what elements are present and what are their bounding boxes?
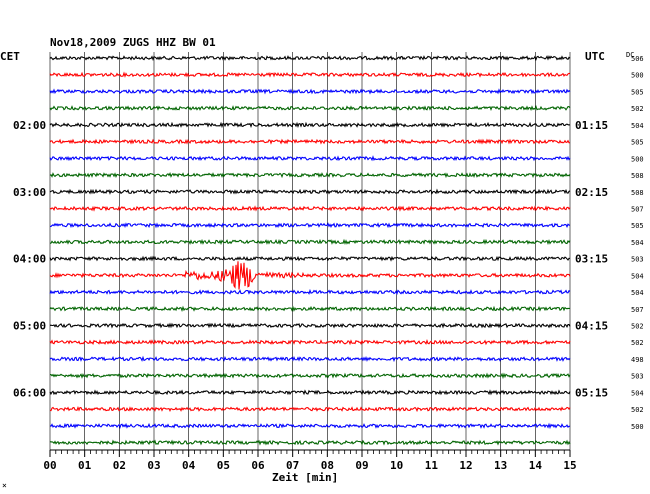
x-axis: 00 01 02 03 04 05 06 07 08 09 10 11 12 13 14 15 xyxy=(43,450,576,472)
dc-offset-value: 504 xyxy=(631,272,644,280)
x-tick-label: 05 xyxy=(217,459,230,472)
dc-offset-value: 502 xyxy=(631,323,644,331)
dc-offset-value: 500 xyxy=(631,155,644,163)
dc-offset-value: 504 xyxy=(631,239,644,247)
dc-offset-column: 506 500 505 502 504 505 500 508 508 507 505 504 503 5… xyxy=(631,55,644,431)
trace-15 xyxy=(50,307,570,310)
dc-offset-value: 498 xyxy=(631,356,644,364)
trace-11 xyxy=(50,240,570,243)
dc-offset-value: 502 xyxy=(631,105,644,113)
trace-12 xyxy=(50,257,570,260)
trace-18 xyxy=(50,357,570,360)
left-timezone-label: CET xyxy=(0,50,20,63)
dc-offset-value: 503 xyxy=(631,373,644,381)
trace-14 xyxy=(50,290,570,293)
dc-offset-value: 504 xyxy=(631,389,644,397)
trace-4 xyxy=(50,123,570,126)
trace-21 xyxy=(50,408,570,411)
left-hour-label: 06:00 xyxy=(13,386,46,399)
x-tick-label: 12 xyxy=(459,459,472,472)
x-tick-label: 02 xyxy=(113,459,126,472)
trace-2 xyxy=(50,90,570,93)
dc-offset-value: 505 xyxy=(631,222,644,230)
dc-offset-value: 507 xyxy=(631,205,644,213)
right-hour-label: 04:15 xyxy=(575,320,608,333)
trace-9 xyxy=(50,207,570,210)
trace-7 xyxy=(50,173,570,176)
trace-17 xyxy=(50,341,570,344)
x-tick-label: 04 xyxy=(182,459,196,472)
dc-offset-value: 508 xyxy=(631,189,644,197)
dc-offset-value: 504 xyxy=(631,122,644,130)
left-hour-label: 03:00 xyxy=(13,186,46,199)
dc-offset-value: 502 xyxy=(631,339,644,347)
x-tick-label: 00 xyxy=(43,459,56,472)
trace-23 xyxy=(50,441,570,444)
dc-offset-value: 503 xyxy=(631,256,644,264)
dc-offset-value: 500 xyxy=(631,72,644,80)
time-grid xyxy=(50,52,570,450)
x-tick-label: 03 xyxy=(147,459,160,472)
left-hour-label: 04:00 xyxy=(13,253,46,266)
trace-0 xyxy=(50,56,570,59)
x-tick-label: 11 xyxy=(425,459,439,472)
x-tick-label: 13 xyxy=(494,459,507,472)
trace-8 xyxy=(50,190,570,193)
left-hour-label: 02:00 xyxy=(13,119,46,132)
x-tick-label: 10 xyxy=(390,459,403,472)
x-tick-label: 14 xyxy=(529,459,543,472)
x-tick-label: 06 xyxy=(251,459,265,472)
right-hour-label: 05:15 xyxy=(575,386,608,399)
right-hour-label: 02:15 xyxy=(575,186,608,199)
trace-22 xyxy=(50,424,570,427)
trace-19 xyxy=(50,374,570,377)
dc-offset-value: 500 xyxy=(631,423,644,431)
x-tick-label: 01 xyxy=(78,459,92,472)
chart-title: Nov18,2009 ZUGS HHZ BW 01 xyxy=(50,36,216,49)
dc-offset-value: 505 xyxy=(631,88,644,96)
trace-13 xyxy=(50,261,570,289)
x-tick-label: 15 xyxy=(563,459,576,472)
trace-group xyxy=(50,56,570,444)
trace-1 xyxy=(50,73,570,76)
right-hour-label: 03:15 xyxy=(575,253,608,266)
trace-20 xyxy=(50,391,570,394)
trace-10 xyxy=(50,224,570,227)
right-timezone-label: UTC xyxy=(585,50,605,63)
right-hour-label: 01:15 xyxy=(575,119,608,132)
dc-offset-value: 506 xyxy=(631,55,644,63)
dc-offset-value: 505 xyxy=(631,139,644,147)
trace-16 xyxy=(50,324,570,327)
dc-offset-value: 504 xyxy=(631,289,644,297)
x-axis-label: Zeit [min] xyxy=(272,471,338,484)
dc-offset-value: 508 xyxy=(631,172,644,180)
trace-3 xyxy=(50,107,570,110)
trace-6 xyxy=(50,157,570,160)
x-tick-label: 09 xyxy=(355,459,368,472)
left-hour-label: 05:00 xyxy=(13,320,46,333)
trace-5 xyxy=(50,140,570,143)
dc-offset-value: 502 xyxy=(631,406,644,414)
corner-mark: × xyxy=(2,481,7,490)
dc-offset-value: 507 xyxy=(631,306,644,314)
